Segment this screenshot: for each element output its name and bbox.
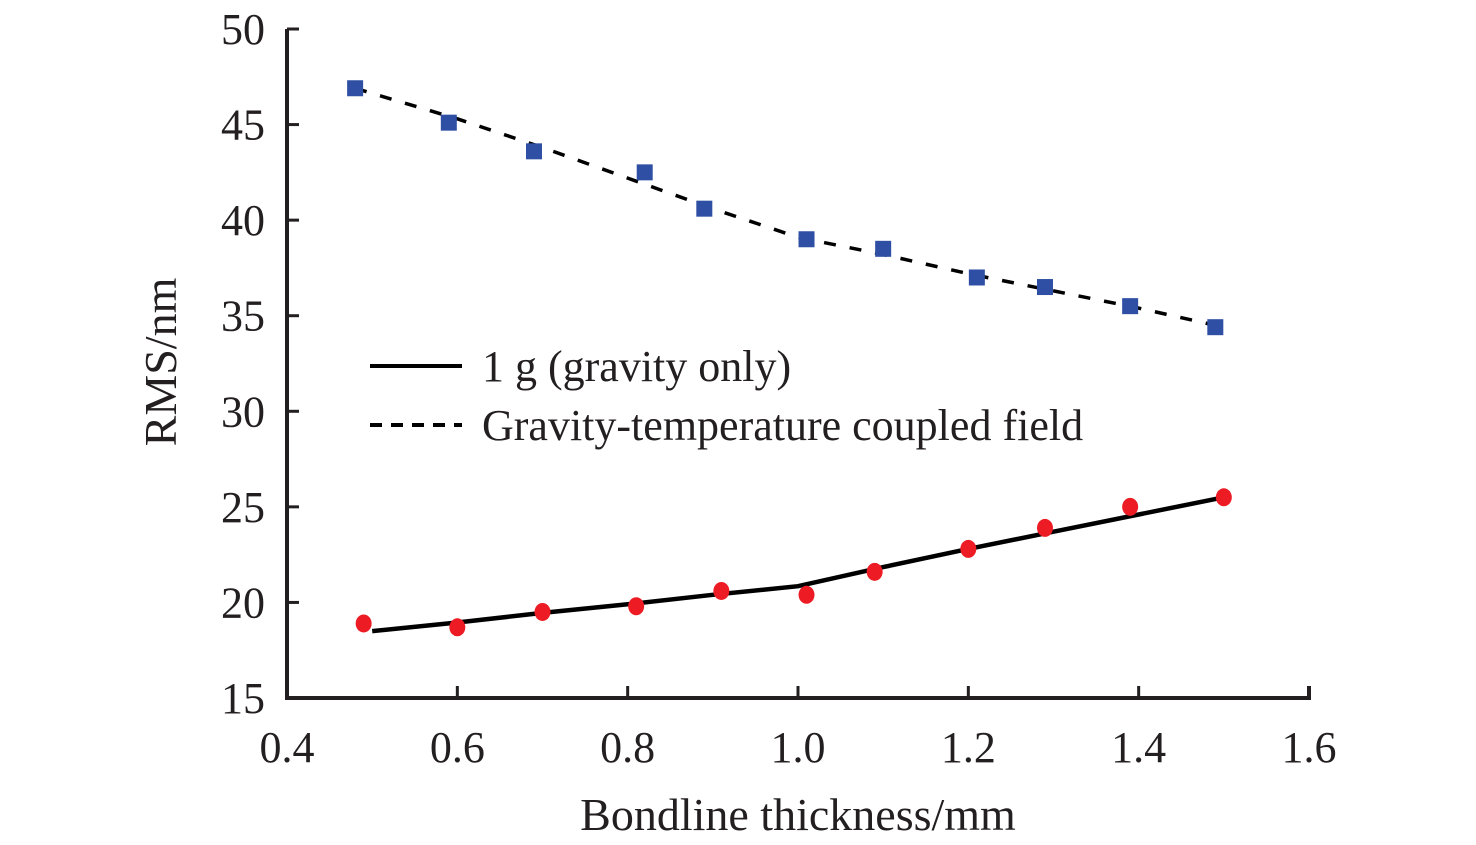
data-point-gravity-only xyxy=(1122,497,1139,516)
data-point-coupled-field xyxy=(636,164,653,181)
data-point-coupled-field xyxy=(1036,279,1053,296)
data-point-coupled-field xyxy=(798,231,815,248)
data-point-coupled-field xyxy=(875,240,892,257)
y-tick-label: 40 xyxy=(221,196,265,245)
data-point-gravity-only xyxy=(534,602,551,621)
data-point-gravity-only xyxy=(449,618,466,637)
data-point-coupled-field xyxy=(347,80,364,97)
data-point-gravity-only xyxy=(866,562,883,581)
data-point-coupled-field xyxy=(1207,319,1224,336)
series-markers xyxy=(347,80,1232,637)
data-point-gravity-only xyxy=(1215,488,1232,507)
y-tick-label: 15 xyxy=(221,674,265,723)
y-tick-label: 20 xyxy=(221,578,265,627)
series-lines xyxy=(354,86,1225,634)
x-tick-label: 1.2 xyxy=(941,723,996,772)
y-tick-label: 50 xyxy=(221,5,265,54)
x-tick-label: 1.6 xyxy=(1282,723,1337,772)
y-axis-label: RMS/nm xyxy=(135,277,186,446)
data-point-coupled-field xyxy=(440,114,457,131)
legend-label-gravity-only: 1 g (gravity only) xyxy=(482,342,791,391)
x-tick-label: 1.4 xyxy=(1111,723,1166,772)
x-tick-label: 0.8 xyxy=(600,723,655,772)
x-axis-label: Bondline thickness/mm xyxy=(580,789,1016,840)
series-line-gravity-only xyxy=(371,495,1225,634)
ticks: 15 20 25 30 35 40 45 50 0.4 0.6 0.8 1.0 1.2 1.4 1.6 xyxy=(221,5,1337,772)
x-tick-label: 1.0 xyxy=(771,723,826,772)
y-tick-label: 25 xyxy=(221,483,265,532)
data-point-coupled-field xyxy=(525,143,542,160)
data-point-coupled-field xyxy=(1122,298,1139,315)
data-point-gravity-only xyxy=(798,585,815,604)
x-tick-label: 0.6 xyxy=(430,723,485,772)
data-point-gravity-only xyxy=(1036,518,1053,537)
y-tick-label: 35 xyxy=(221,292,265,341)
data-point-coupled-field xyxy=(696,200,713,217)
y-tick-label: 30 xyxy=(221,387,265,436)
axis-frame xyxy=(285,29,1311,700)
y-tick-label: 45 xyxy=(221,101,265,150)
data-point-gravity-only xyxy=(355,614,372,633)
data-point-gravity-only xyxy=(628,597,645,616)
legend-label-coupled-field: Gravity-temperature coupled field xyxy=(482,401,1083,450)
x-tick-label: 0.4 xyxy=(260,723,315,772)
series-line-coupled-field xyxy=(354,86,1225,329)
data-point-gravity-only xyxy=(713,581,730,600)
data-point-coupled-field xyxy=(968,269,985,286)
data-point-gravity-only xyxy=(960,539,977,558)
legend: 1 g (gravity only) Gravity-temperature c… xyxy=(370,342,1083,450)
axes xyxy=(285,27,1311,700)
